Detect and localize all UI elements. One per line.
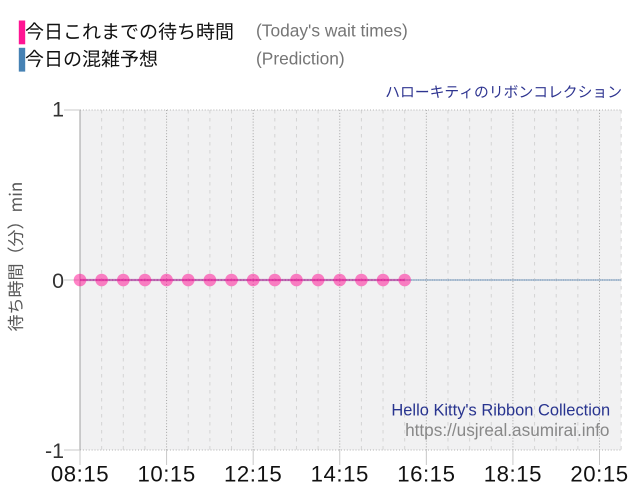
svg-text:16:15: 16:15: [397, 462, 455, 487]
svg-text:10:15: 10:15: [137, 462, 195, 487]
svg-text:(Today's wait times): (Today's wait times): [256, 21, 408, 41]
svg-text:(Prediction): (Prediction): [256, 49, 345, 69]
svg-text:18:15: 18:15: [484, 462, 542, 487]
svg-text:https://usjreal.asumirai.info: https://usjreal.asumirai.info: [405, 420, 609, 440]
svg-text:0: 0: [52, 269, 64, 293]
svg-text:12:15: 12:15: [224, 462, 282, 487]
svg-text:14:15: 14:15: [311, 462, 369, 487]
svg-text:-1: -1: [45, 439, 64, 463]
svg-text:20:15: 20:15: [570, 462, 628, 487]
svg-text:08:15: 08:15: [51, 462, 109, 487]
svg-text:1: 1: [52, 97, 64, 121]
svg-text:Hello Kitty's Ribbon Collectio: Hello Kitty's Ribbon Collection: [391, 402, 610, 420]
